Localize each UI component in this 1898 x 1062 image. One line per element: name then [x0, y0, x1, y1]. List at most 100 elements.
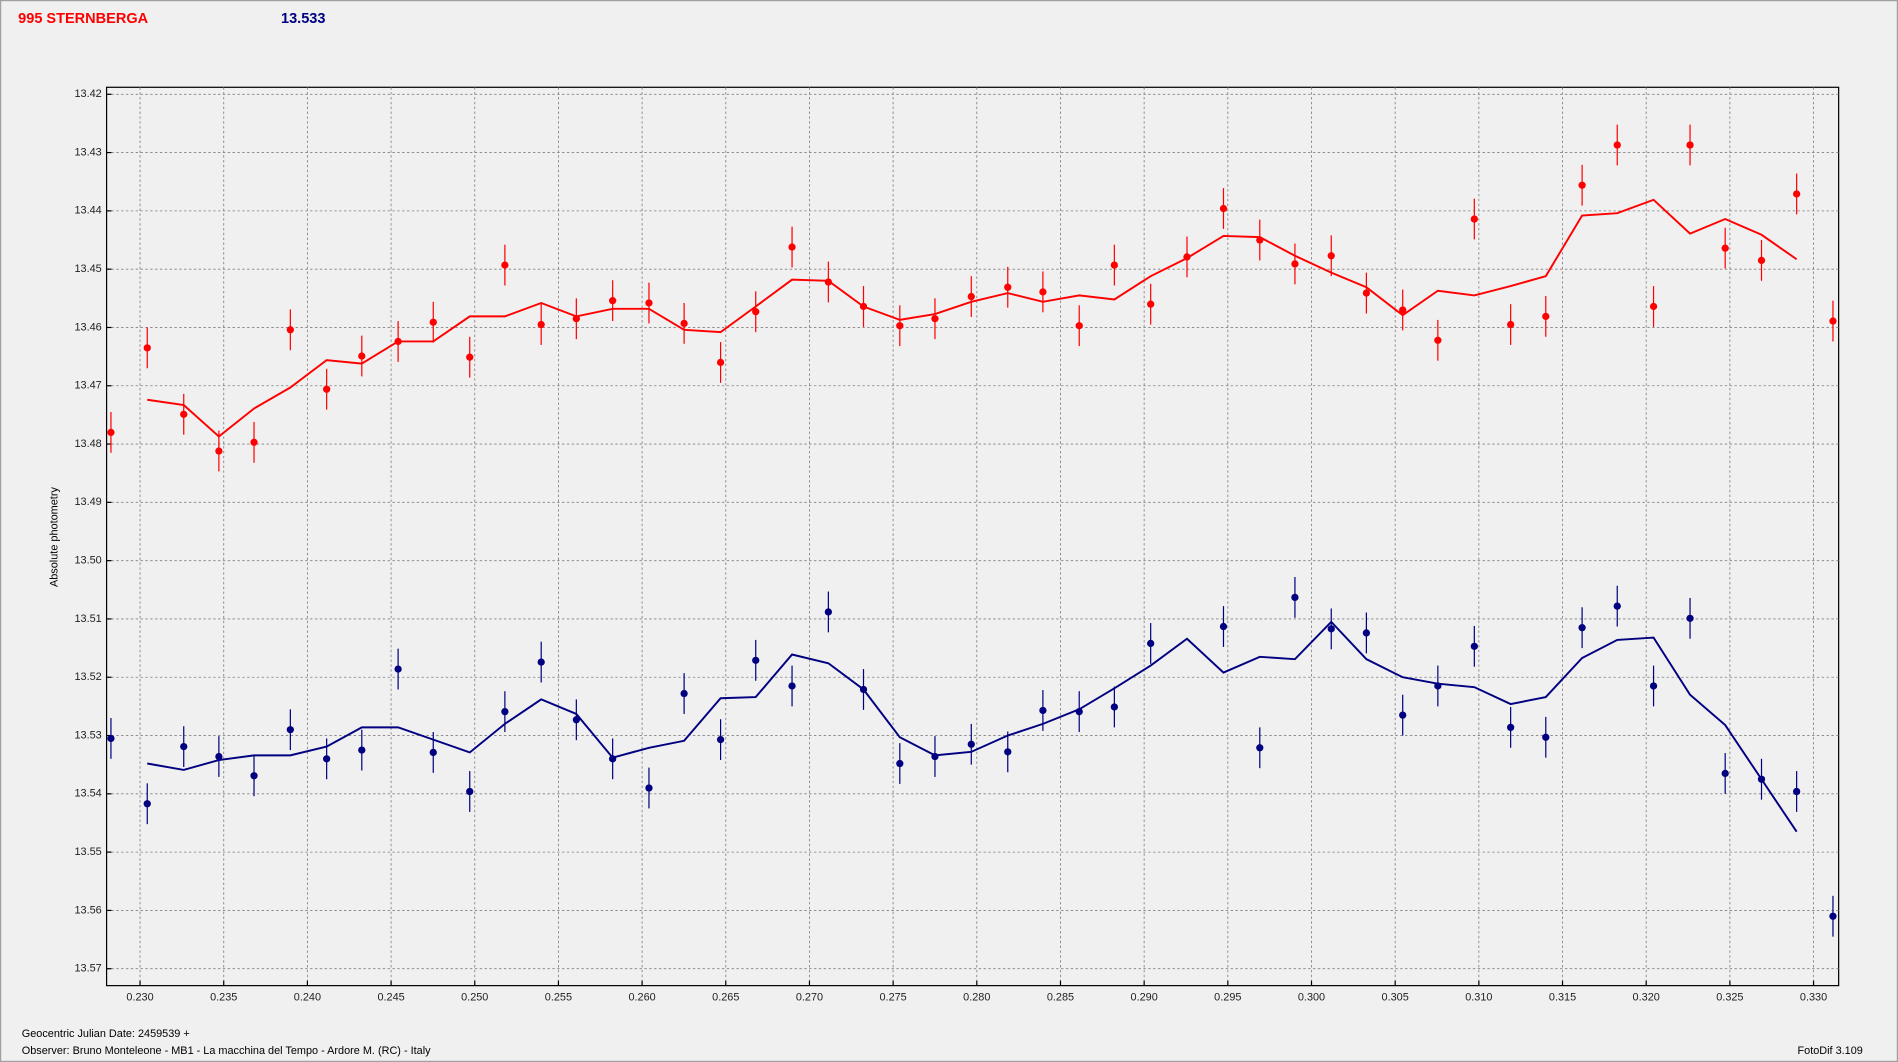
- software-version: FotoDif 3.109: [1798, 1045, 1863, 1057]
- x-axis-label: Geocentric Julian Date: 2459539 +: [22, 1028, 190, 1040]
- data-point: [180, 410, 188, 418]
- data-point: [1686, 614, 1694, 622]
- y-tick-label: 13.57: [74, 963, 101, 975]
- y-tick-label: 13.46: [74, 321, 101, 333]
- data-point: [1256, 744, 1264, 752]
- y-tick-label: 13.44: [74, 205, 101, 217]
- data-point: [180, 742, 188, 751]
- data-point: [1829, 912, 1837, 920]
- object-title: 995 STERNBERGA: [18, 11, 148, 27]
- data-point: [1507, 723, 1515, 732]
- data-point: [1470, 215, 1478, 223]
- data-point: [716, 358, 725, 367]
- x-tick-label: 0.305: [1382, 992, 1409, 1004]
- data-point: [572, 716, 580, 724]
- x-tick-label: 0.285: [1047, 992, 1074, 1004]
- data-point: [1075, 322, 1083, 330]
- data-point: [1291, 593, 1299, 602]
- x-tick-label: 0.290: [1131, 992, 1158, 1004]
- data-point: [501, 261, 509, 269]
- data-point: [967, 740, 975, 748]
- data-point: [250, 438, 258, 446]
- data-point: [931, 315, 939, 323]
- data-point: [788, 682, 796, 690]
- data-point: [716, 735, 725, 744]
- data-point: [466, 787, 474, 796]
- data-point: [1434, 682, 1442, 690]
- data-point: [1147, 300, 1155, 308]
- x-tick-label: 0.330: [1800, 992, 1827, 1004]
- data-point: [824, 278, 832, 286]
- data-point: [286, 726, 294, 734]
- data-point: [1829, 317, 1837, 325]
- data-point: [215, 752, 223, 761]
- data-point: [1004, 283, 1012, 291]
- data-point: [1613, 141, 1621, 149]
- x-tick-label: 0.275: [880, 992, 907, 1004]
- y-tick-label: 13.56: [74, 904, 101, 916]
- data-point: [967, 292, 975, 301]
- y-axis-label: Absolute photometry: [48, 487, 60, 587]
- data-point: [896, 322, 904, 330]
- data-point: [1399, 306, 1407, 314]
- reference-magnitude: 13.533: [281, 11, 325, 27]
- data-point: [250, 772, 258, 780]
- data-point: [1721, 769, 1729, 778]
- data-point: [1256, 236, 1264, 244]
- data-point: [107, 734, 115, 743]
- x-tick-label: 0.250: [461, 992, 488, 1004]
- data-point: [1578, 624, 1586, 632]
- data-point: [107, 428, 115, 437]
- x-tick-label: 0.260: [628, 992, 655, 1004]
- x-tick-label: 0.270: [796, 992, 823, 1004]
- data-point: [323, 755, 331, 763]
- data-point: [1327, 625, 1335, 633]
- x-tick-label: 0.240: [294, 992, 321, 1004]
- x-tick-label: 0.295: [1214, 992, 1241, 1004]
- data-point: [1399, 711, 1407, 719]
- data-point: [1578, 181, 1586, 189]
- data-point: [1757, 775, 1766, 783]
- x-tick-label: 0.235: [210, 992, 237, 1004]
- data-point: [537, 320, 545, 329]
- data-point: [1327, 252, 1335, 260]
- data-point: [896, 759, 904, 768]
- data-point: [537, 658, 545, 666]
- y-tick-label: 13.54: [74, 788, 101, 800]
- data-point: [572, 315, 580, 323]
- x-tick-label: 0.320: [1633, 992, 1660, 1004]
- data-point: [1362, 289, 1371, 297]
- data-point: [1434, 336, 1442, 344]
- data-point: [1470, 642, 1478, 650]
- data-point: [429, 748, 437, 757]
- data-point: [143, 800, 151, 808]
- data-point: [501, 707, 509, 716]
- data-point: [824, 608, 832, 616]
- data-point: [680, 689, 688, 698]
- data-point: [1147, 639, 1155, 648]
- data-point: [1110, 703, 1118, 711]
- data-point: [358, 746, 366, 754]
- x-tick-label: 0.265: [712, 992, 739, 1004]
- x-tick-label: 0.255: [545, 992, 572, 1004]
- data-point: [1793, 787, 1801, 796]
- data-point: [680, 319, 688, 328]
- data-point: [1649, 302, 1658, 311]
- plot-area: [105, 86, 1840, 987]
- data-point: [1110, 261, 1118, 269]
- data-point: [859, 302, 868, 311]
- y-tick-label: 13.52: [74, 671, 101, 683]
- data-point: [1183, 253, 1191, 261]
- data-point: [788, 243, 796, 251]
- x-tick-label: 0.300: [1298, 992, 1325, 1004]
- data-point: [752, 656, 760, 664]
- data-point: [394, 337, 402, 346]
- x-tick-label: 0.280: [963, 992, 990, 1004]
- data-point: [394, 665, 402, 673]
- data-point: [1721, 244, 1729, 252]
- x-tick-label: 0.310: [1465, 992, 1492, 1004]
- data-point: [143, 344, 151, 352]
- data-point: [1291, 260, 1299, 268]
- data-point: [215, 447, 223, 455]
